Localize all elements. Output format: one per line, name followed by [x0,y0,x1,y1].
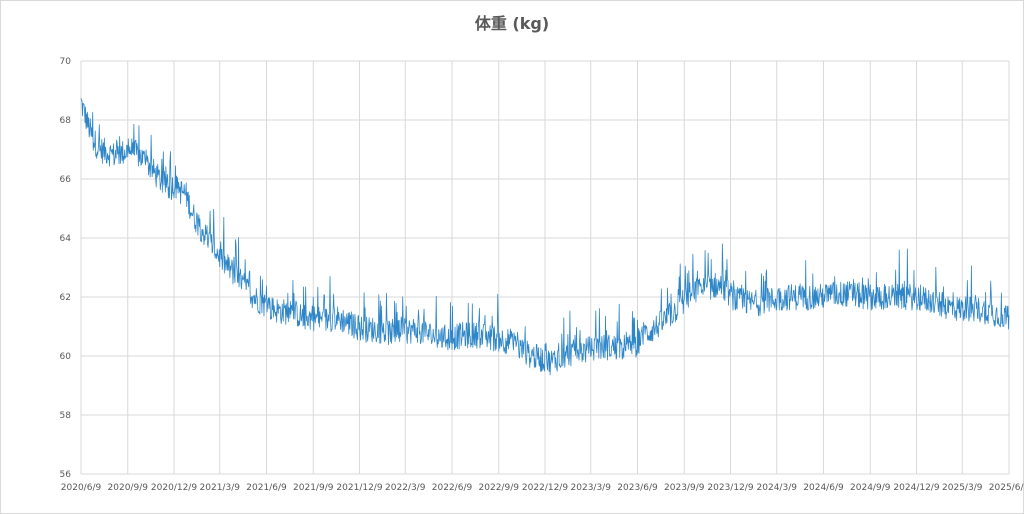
x-tick-label: 2024/9/9 [850,483,891,493]
x-tick-label: 2021/3/9 [200,483,241,493]
x-tick-label: 2021/6/9 [246,483,287,493]
y-tick-label: 62 [60,293,71,303]
x-tick-label: 2023/9/9 [664,483,705,493]
x-tick-label: 2024/12/9 [893,483,939,493]
y-tick-label: 58 [60,411,72,421]
weight-series-line [80,98,1010,376]
x-tick-label: 2021/12/9 [336,483,382,493]
x-tick-label: 2024/3/9 [757,483,798,493]
y-tick-label: 70 [60,57,72,67]
x-tick-label: 2024/6/9 [803,483,844,493]
x-tick-label: 2023/6/9 [617,483,658,493]
y-tick-label: 68 [60,116,72,126]
x-tick-label: 2022/3/9 [385,483,426,493]
gridlines [80,60,1010,475]
axis-labels: 56 58 60 62 64 66 68 70 2020/6/9 2020/9/9 2020/12/… [60,57,1024,493]
x-tick-label: 2023/12/9 [707,483,753,493]
x-tick-label: 2023/3/9 [571,483,612,493]
y-tick-label: 64 [60,234,72,244]
y-tick-label: 56 [60,470,72,480]
x-tick-label: 2021/9/9 [293,483,334,493]
x-tick-label: 2022/12/9 [522,483,568,493]
x-tick-label: 2020/9/9 [108,483,149,493]
y-tick-label: 66 [60,175,72,185]
series-layer [80,98,1010,376]
chart-title: 体重 (kg) [474,14,550,33]
y-tick-label: 60 [60,352,72,362]
x-tick-label: 2022/9/9 [479,483,520,493]
x-tick-label: 2025/3/9 [942,483,983,493]
x-tick-label: 2022/6/9 [432,483,473,493]
x-tick-label: 2025/6/9 [989,483,1024,493]
x-tick-label: 2020/6/9 [61,483,102,493]
x-tick-label: 2020/12/9 [151,483,197,493]
